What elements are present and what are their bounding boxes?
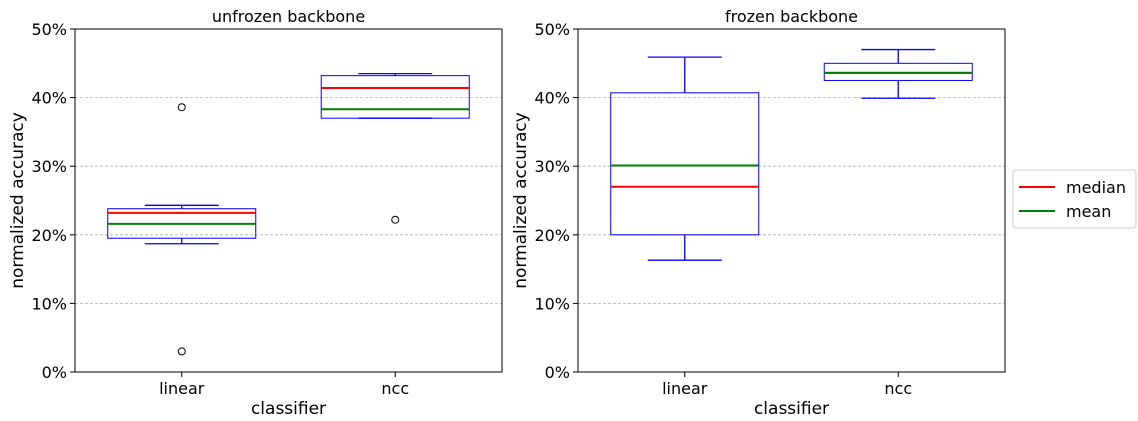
legend: median mean: [1012, 169, 1137, 229]
outlier-point: [177, 347, 186, 356]
box-iqr: [610, 92, 760, 236]
x-axis-label: classifier: [251, 399, 326, 419]
y-tick-label: 50%: [31, 20, 67, 39]
box-iqr: [320, 75, 470, 119]
box-linear: [107, 103, 257, 356]
panel-title: unfrozen backbone: [212, 7, 365, 26]
y-tick-label: 40%: [534, 89, 570, 108]
y-tick-label: 0%: [545, 363, 570, 382]
y-tick-label: 20%: [534, 226, 570, 245]
box-ncc: [320, 72, 470, 224]
panel-title: frozen backbone: [725, 7, 858, 26]
panel-1: 0% 10% 20% 30% 40% 50% linear ncc unfrozen backb…: [8, 7, 503, 419]
panel-2: 0% 10% 20% 30% 40% 50% linear ncc frozen backbon…: [511, 7, 1006, 419]
y-tick-label: 50%: [534, 20, 570, 39]
y-tick-label: 30%: [31, 157, 67, 176]
legend-mean-label: mean: [1066, 202, 1111, 221]
y-tick-label: 40%: [31, 89, 67, 108]
y-tick-label: 20%: [31, 226, 67, 245]
x-tick-label: ncc: [884, 379, 912, 398]
y-tick-label: 0%: [42, 363, 67, 382]
y-tick-label: 10%: [31, 294, 67, 313]
box-linear: [610, 56, 760, 261]
y-axis-label: normalized accuracy: [511, 112, 531, 289]
y-tick-label: 30%: [534, 157, 570, 176]
legend-frame: [1012, 169, 1137, 229]
box-ncc: [823, 48, 973, 99]
x-tick-label: linear: [159, 379, 205, 398]
outlier-point: [177, 103, 186, 112]
legend-median-label: median: [1066, 178, 1126, 197]
y-tick-label: 10%: [534, 294, 570, 313]
box-iqr: [823, 62, 973, 81]
y-axis-label: normalized accuracy: [8, 112, 28, 289]
x-tick-label: linear: [662, 379, 708, 398]
outlier-point: [391, 215, 400, 224]
x-axis-label: classifier: [754, 399, 829, 419]
plot-frame: [577, 28, 1006, 373]
plot-frame: [74, 28, 503, 373]
x-tick-label: ncc: [381, 379, 409, 398]
